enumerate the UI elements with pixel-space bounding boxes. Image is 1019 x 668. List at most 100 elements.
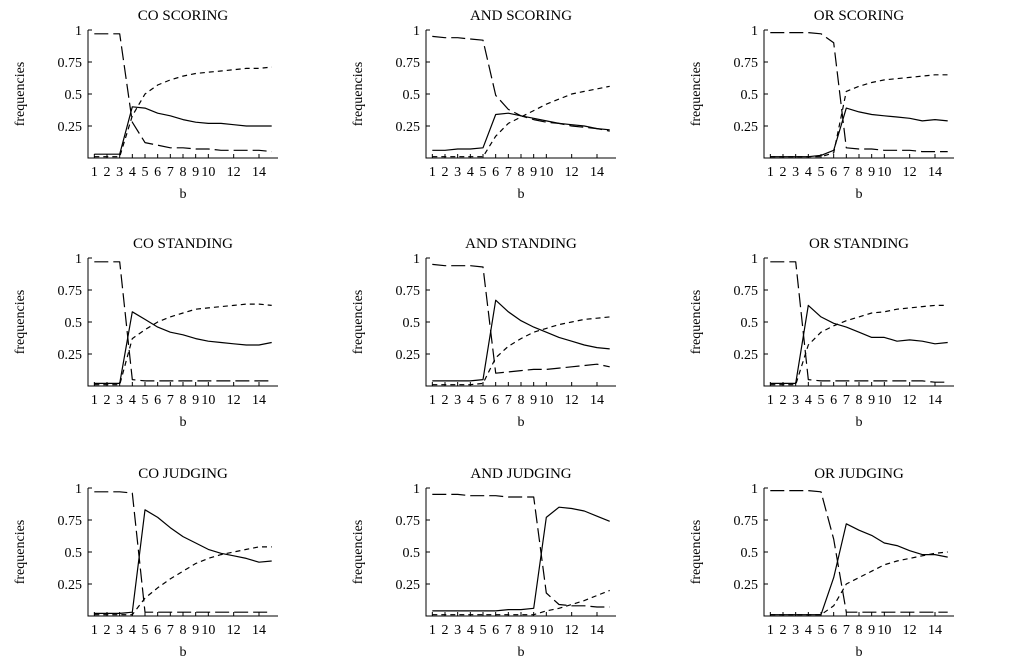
- x-tick-label: 12: [903, 393, 917, 408]
- x-tick-label: 12: [565, 393, 579, 408]
- x-tick-label: 1: [429, 165, 436, 180]
- x-tick-label: 9: [868, 623, 875, 638]
- x-tick-label: 1: [429, 623, 436, 638]
- y-tick-label: 0.75: [396, 56, 421, 71]
- x-tick-label: 1: [429, 393, 436, 408]
- x-tick-label: 4: [467, 165, 474, 180]
- series-line-short-dash: [432, 316, 610, 386]
- x-axis-label: b: [518, 645, 525, 660]
- x-tick-label: 6: [154, 623, 161, 638]
- x-tick-label: 9: [530, 393, 537, 408]
- chart-title: CO JUDGING: [138, 466, 228, 482]
- y-axis-label: frequencies: [689, 62, 704, 127]
- chart-title: CO SCORING: [138, 8, 229, 24]
- x-tick-label: 8: [518, 393, 525, 408]
- y-tick-label: 0.75: [734, 514, 759, 529]
- x-tick-label: 12: [227, 623, 241, 638]
- y-tick-label: 1: [413, 24, 420, 39]
- x-tick-label: 3: [116, 393, 123, 408]
- chart-title: AND SCORING: [470, 8, 572, 24]
- y-tick-label: 1: [75, 482, 82, 497]
- y-tick-label: 0.75: [734, 284, 759, 299]
- x-tick-label: 14: [590, 165, 604, 180]
- series-line-solid: [770, 304, 948, 384]
- x-tick-label: 12: [903, 165, 917, 180]
- x-axis-label: b: [180, 415, 187, 430]
- y-axis-label: frequencies: [13, 62, 28, 127]
- axes-frame: [87, 488, 278, 617]
- x-tick-label: 8: [180, 393, 187, 408]
- x-tick-label: 5: [818, 165, 825, 180]
- x-tick-label: 5: [142, 165, 149, 180]
- x-tick-label: 3: [116, 623, 123, 638]
- x-tick-label: 2: [104, 393, 111, 408]
- series-line-short-dash: [770, 74, 948, 158]
- y-tick-label: 0.5: [65, 88, 83, 103]
- x-tick-label: 2: [104, 165, 111, 180]
- axes-frame: [425, 258, 616, 387]
- series-line-solid: [94, 311, 272, 384]
- y-tick-label: 0.25: [396, 120, 421, 135]
- x-axis-label: b: [856, 645, 863, 660]
- x-tick-label: 1: [767, 393, 774, 408]
- series-line-solid: [770, 523, 948, 616]
- y-tick-label: 0.75: [396, 514, 421, 529]
- x-tick-label: 6: [830, 165, 837, 180]
- x-tick-label: 1: [91, 393, 98, 408]
- x-tick-label: 8: [856, 393, 863, 408]
- x-tick-label: 12: [903, 623, 917, 638]
- chart-title: AND STANDING: [465, 236, 577, 252]
- y-tick-label: 0.25: [58, 348, 83, 363]
- chart-title: OR STANDING: [809, 236, 909, 252]
- y-axis-label: frequencies: [689, 290, 704, 355]
- y-tick-label: 1: [751, 24, 758, 39]
- x-tick-label: 5: [480, 623, 487, 638]
- x-tick-label: 14: [928, 393, 942, 408]
- x-tick-label: 4: [467, 393, 474, 408]
- y-tick-label: 0.5: [741, 546, 759, 561]
- y-axis-label: frequencies: [689, 520, 704, 585]
- x-tick-label: 10: [539, 165, 553, 180]
- x-tick-label: 12: [227, 393, 241, 408]
- x-tick-label: 7: [167, 623, 174, 638]
- y-tick-label: 0.75: [58, 284, 83, 299]
- series-line-long-dash: [770, 490, 948, 613]
- x-tick-label: 6: [492, 165, 499, 180]
- x-tick-label: 9: [868, 165, 875, 180]
- x-tick-label: 14: [252, 623, 266, 638]
- series-line-solid: [94, 509, 272, 615]
- x-tick-label: 9: [868, 393, 875, 408]
- y-tick-label: 0.25: [396, 578, 421, 593]
- series-line-long-dash: [94, 491, 272, 613]
- x-tick-label: 1: [91, 623, 98, 638]
- x-axis-label: b: [856, 187, 863, 202]
- x-tick-label: 2: [442, 165, 449, 180]
- y-axis-label: frequencies: [13, 290, 28, 355]
- y-tick-label: 0.25: [58, 578, 83, 593]
- x-tick-label: 2: [442, 623, 449, 638]
- chart-title: CO STANDING: [133, 236, 233, 252]
- x-tick-label: 10: [201, 165, 215, 180]
- x-tick-label: 4: [805, 393, 812, 408]
- series-line-long-dash: [94, 33, 272, 153]
- x-tick-label: 1: [767, 165, 774, 180]
- x-tick-label: 4: [805, 165, 812, 180]
- series-line-short-dash: [432, 589, 610, 616]
- x-tick-label: 6: [492, 393, 499, 408]
- y-tick-label: 0.5: [403, 88, 421, 103]
- y-axis-label: frequencies: [351, 520, 366, 585]
- x-tick-label: 8: [180, 623, 187, 638]
- y-tick-label: 1: [751, 252, 758, 267]
- x-tick-label: 8: [518, 623, 525, 638]
- x-tick-label: 7: [843, 165, 850, 180]
- x-axis-label: b: [180, 187, 187, 202]
- series-line-long-dash: [432, 263, 610, 374]
- axes-frame: [763, 30, 954, 159]
- x-tick-label: 5: [818, 393, 825, 408]
- x-tick-label: 6: [830, 393, 837, 408]
